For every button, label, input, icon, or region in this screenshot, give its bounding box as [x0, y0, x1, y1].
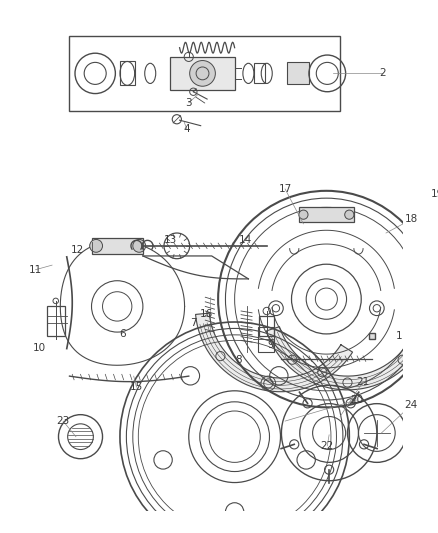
- Text: 21: 21: [357, 377, 370, 386]
- Text: 10: 10: [33, 343, 46, 353]
- Bar: [254, 63, 265, 84]
- Text: 14: 14: [239, 236, 252, 245]
- Text: 8: 8: [235, 354, 242, 365]
- Text: 17: 17: [279, 184, 292, 194]
- Bar: [120, 61, 134, 85]
- Text: 13: 13: [164, 236, 177, 245]
- Text: 20: 20: [350, 395, 363, 405]
- Text: 22: 22: [321, 441, 334, 451]
- Bar: [70, 36, 340, 111]
- Text: 11: 11: [29, 265, 42, 274]
- Text: 2: 2: [379, 68, 385, 78]
- Text: 16: 16: [200, 309, 213, 319]
- Text: 24: 24: [404, 400, 417, 410]
- Text: 1: 1: [396, 331, 402, 341]
- Circle shape: [345, 210, 354, 219]
- Bar: [258, 327, 274, 352]
- Text: 3: 3: [185, 98, 192, 108]
- Text: 4: 4: [184, 124, 190, 134]
- Circle shape: [190, 61, 215, 86]
- Text: 23: 23: [57, 416, 70, 426]
- Text: 6: 6: [120, 329, 126, 339]
- Text: 19: 19: [431, 190, 438, 199]
- Bar: [170, 57, 235, 90]
- Circle shape: [299, 210, 308, 219]
- Text: 12: 12: [71, 245, 85, 255]
- Bar: [259, 316, 274, 336]
- Bar: [299, 207, 354, 222]
- Text: 9: 9: [267, 340, 274, 350]
- Text: 15: 15: [130, 382, 143, 392]
- Bar: [92, 238, 143, 254]
- Text: 18: 18: [405, 214, 418, 224]
- Polygon shape: [266, 322, 430, 390]
- Text: 7: 7: [190, 318, 197, 328]
- Bar: [287, 62, 309, 84]
- Polygon shape: [195, 313, 353, 392]
- Bar: [46, 306, 65, 336]
- Circle shape: [90, 239, 102, 252]
- Circle shape: [133, 239, 146, 252]
